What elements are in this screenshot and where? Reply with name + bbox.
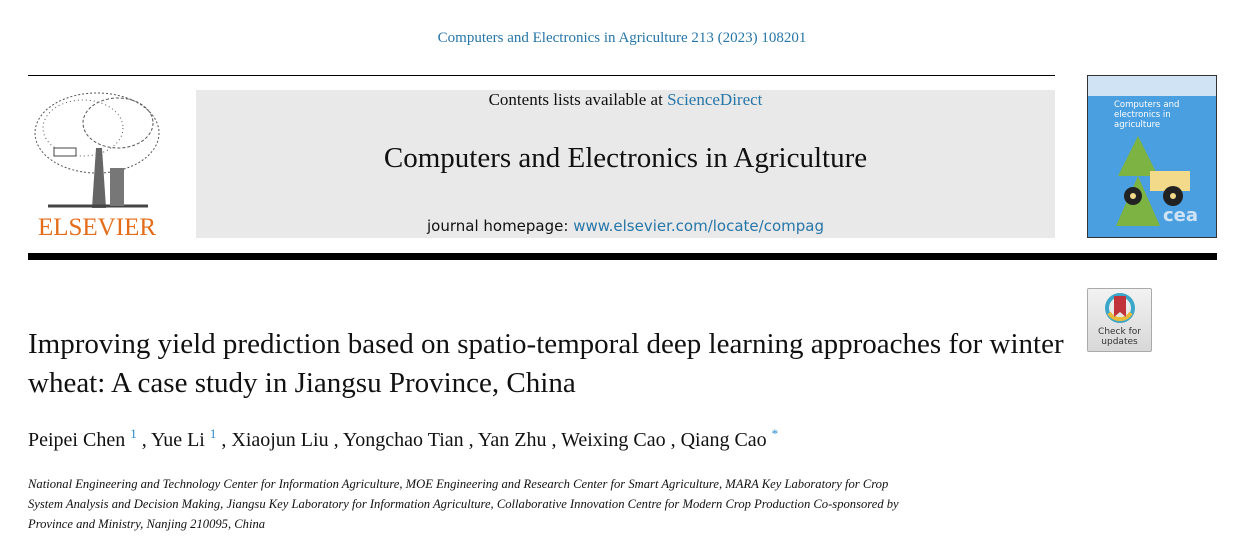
bookmark-icon [1105, 293, 1135, 323]
header-rule [28, 75, 1055, 76]
author-mark[interactable]: * [771, 426, 779, 441]
cover-tractor-tree-icon: cea [1116, 136, 1198, 226]
affiliation: National Engineering and Technology Cent… [28, 474, 899, 534]
homepage-link[interactable]: www.elsevier.com/locate/compag [573, 217, 824, 235]
affiliation-line: System Analysis and Decision Making, Jia… [28, 497, 899, 511]
contents-prefix: Contents lists available at [488, 90, 668, 109]
elsevier-wordmark: ELSEVIER [37, 214, 157, 241]
journal-cover: Computers and electronics in agriculture… [1087, 75, 1217, 238]
affiliation-line: National Engineering and Technology Cent… [28, 477, 889, 491]
author-name[interactable]: Yan Zhu [477, 429, 547, 451]
author-name[interactable]: Peipei Chen [28, 429, 126, 451]
homepage-prefix: journal homepage: [427, 217, 574, 235]
author-name[interactable]: Yue Li [150, 429, 205, 451]
header-thick-rule [28, 253, 1217, 260]
journal-header-box [196, 90, 1055, 238]
author-list: Peipei Chen 1 , Yue Li 1 , Xiaojun Liu ,… [28, 426, 779, 451]
author-mark[interactable]: 1 [130, 426, 137, 441]
homepage-line: journal homepage: www.elsevier.com/locat… [196, 217, 1055, 235]
article-title: Improving yield prediction based on spat… [28, 328, 1064, 399]
author-name[interactable]: Xiaojun Liu [231, 429, 329, 451]
cover-cea-logo: cea [1163, 205, 1198, 226]
check-for-updates-button[interactable]: Check for updates [1087, 288, 1152, 352]
elsevier-tree-icon [34, 92, 160, 208]
author-name[interactable]: Yongchao Tian [342, 429, 464, 451]
contents-line: Contents lists available at ScienceDirec… [196, 90, 1055, 110]
journal-title: Computers and Electronics in Agriculture [383, 142, 868, 174]
affiliation-line: Province and Ministry, Nanjing 210095, C… [28, 517, 266, 531]
author-mark[interactable]: 1 [209, 426, 217, 441]
elsevier-logo: ELSEVIER [28, 88, 166, 241]
check-for-updates-label: Check for updates [1098, 327, 1141, 347]
author-name[interactable]: Qiang Cao [680, 429, 767, 451]
cover-title: Computers and electronics in agriculture [1114, 100, 1180, 130]
author-name[interactable]: Weixing Cao [561, 429, 666, 451]
journal-citation: Computers and Electronics in Agriculture… [437, 30, 807, 46]
sciencedirect-link[interactable]: ScienceDirect [667, 90, 763, 109]
